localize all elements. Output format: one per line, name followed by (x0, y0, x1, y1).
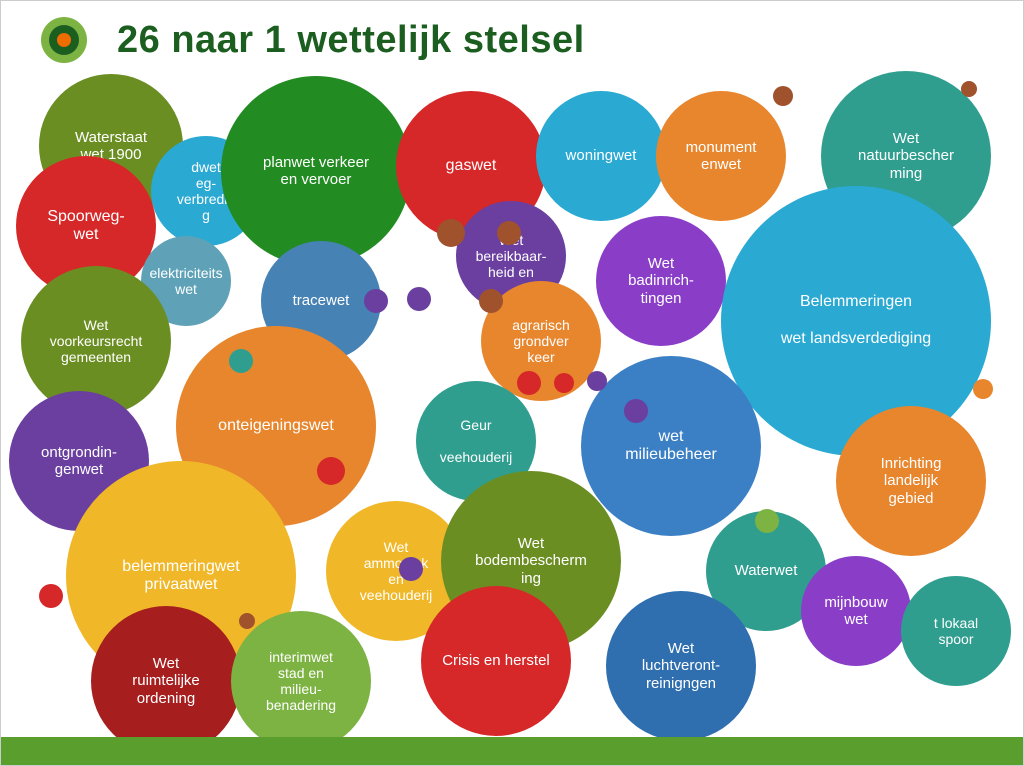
accent-dot (239, 613, 255, 629)
bubble-label: planwet verkeer en vervoer (263, 154, 369, 189)
bubble-label: Crisis en herstel (442, 652, 550, 669)
logo-icon (41, 17, 87, 63)
bubble-label: Wet bodembescherm ing (475, 535, 587, 587)
bubble-interimwet-stad-milieu: interimwet stad en milieu- benadering (231, 611, 371, 751)
bubble-label: Wet luchtveront- reinigngen (642, 640, 720, 692)
bubble-label: Wet badinrich- tingen (628, 255, 694, 307)
bubble-label: Wet ruimtelijke ordening (132, 655, 200, 707)
bubble-belemmeringen-landsverdediging: Belemmeringen wet landsverdediging (721, 186, 991, 456)
bubble-label: tracewet (293, 292, 350, 309)
bubble-label: t lokaal spoor (934, 615, 978, 647)
bubble-label: Geur veehouderij (440, 417, 512, 465)
bubble-planwet-verkeer: planwet verkeer en vervoer (221, 76, 411, 266)
bubble-label: interimwet stad en milieu- benadering (266, 649, 336, 713)
bubble-label: Waterwet (735, 562, 798, 579)
accent-dot (554, 373, 574, 393)
accent-dot (755, 509, 779, 533)
bubble-label: Belemmeringen wet landsverdediging (781, 293, 931, 348)
bubble-label: Spoorweg- wet (47, 208, 124, 245)
bubble-label: onteigeningswet (218, 417, 334, 435)
footer-bar (1, 737, 1023, 765)
bubble-label: ontgrondin- genwet (41, 444, 117, 479)
bubble-label: elektriciteits wet (149, 265, 222, 297)
bubble-milieubeheer: wet milieubeheer (581, 356, 761, 536)
bubble-label: belemmeringwet privaatwet (122, 558, 239, 595)
bubble-ruimtelijke-ordening: Wet ruimtelijke ordening (91, 606, 241, 756)
bubble-lokaal-spoor: t lokaal spoor (901, 576, 1011, 686)
slide: Waterstaat wet 1900dwet eg- verbredin gp… (0, 0, 1024, 766)
accent-dot (399, 557, 423, 581)
accent-dot (517, 371, 541, 395)
accent-dot (773, 86, 793, 106)
bubble-label: wet milieubeheer (625, 428, 717, 465)
bubble-label: woningwet (566, 147, 637, 164)
bubble-label: Inrichting landelijk gebied (881, 455, 942, 507)
accent-dot (229, 349, 253, 373)
bubble-crisis-herstel: Crisis en herstel (421, 586, 571, 736)
bubble-label: Wet voorkeursrecht gemeenten (50, 317, 143, 365)
bubble-canvas: Waterstaat wet 1900dwet eg- verbredin gp… (1, 1, 1023, 765)
bubble-badinrichtingen: Wet badinrich- tingen (596, 216, 726, 346)
bubble-luchtverontreiniging: Wet luchtveront- reinigngen (606, 591, 756, 741)
bubble-mijnbouwwet: mijnbouw wet (801, 556, 911, 666)
bubble-monumentenwet: monument enwet (656, 91, 786, 221)
accent-dot (364, 289, 388, 313)
bubble-woningwet: woningwet (536, 91, 666, 221)
bubble-inrichting-landelijk: Inrichting landelijk gebied (836, 406, 986, 556)
accent-dot (497, 221, 521, 245)
accent-dot (961, 81, 977, 97)
title-row: 26 naar 1 wettelijk stelsel (41, 17, 585, 63)
accent-dot (973, 379, 993, 399)
bubble-label: gaswet (446, 157, 497, 175)
accent-dot (479, 289, 503, 313)
accent-dot (39, 584, 63, 608)
bubble-label: Wet natuurbescher ming (858, 130, 954, 182)
bubble-label: monument enwet (686, 139, 757, 174)
accent-dot (317, 457, 345, 485)
accent-dot (407, 287, 431, 311)
page-title: 26 naar 1 wettelijk stelsel (117, 19, 585, 62)
accent-dot (587, 371, 607, 391)
accent-dot (437, 219, 465, 247)
bubble-label: mijnbouw wet (824, 594, 887, 629)
bubble-label: agrarisch grondver keer (512, 317, 570, 365)
accent-dot (624, 399, 648, 423)
